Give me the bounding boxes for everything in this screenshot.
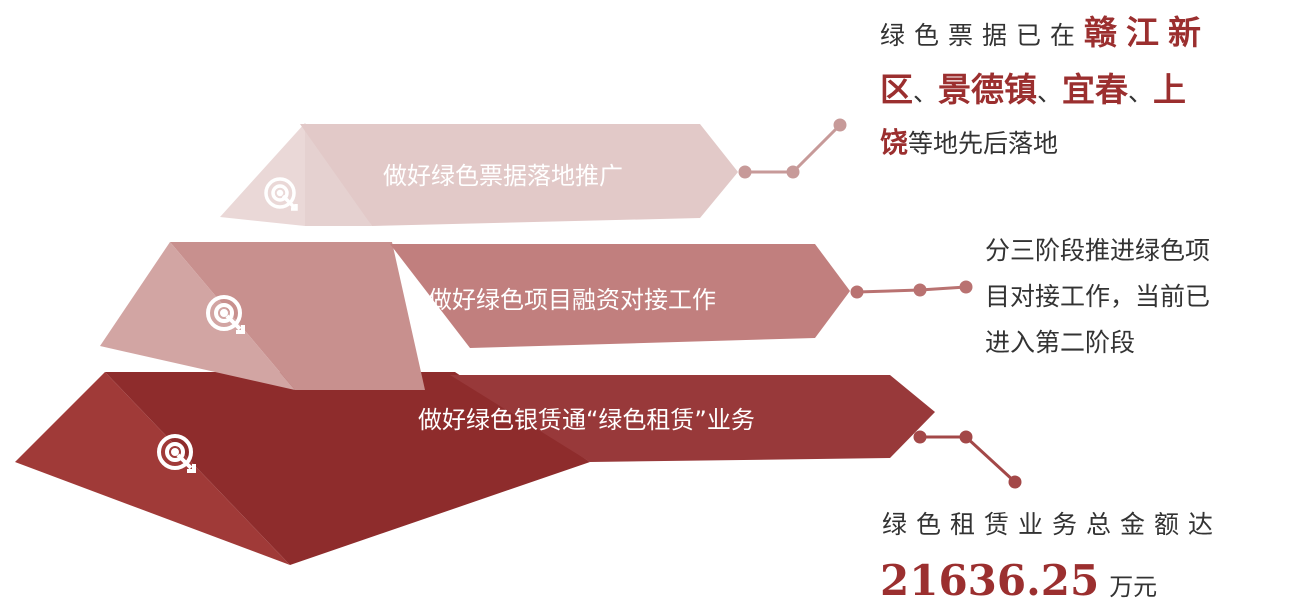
tier-top-arrow [300, 124, 738, 226]
amount-unit: 万元 [1109, 573, 1158, 601]
tier-middle [100, 242, 850, 390]
connector-top [738, 118, 847, 179]
tier-bottom [15, 372, 935, 565]
target-icon [264, 177, 298, 211]
tier-bottom-arrow [450, 375, 935, 462]
note-top-line3: 饶等地先后落地 [880, 126, 1059, 159]
tier-top [220, 123, 738, 226]
note-middle: 分三阶段推进绿色项 目对接工作，当前已 进入第二阶段 [985, 228, 1210, 366]
tier-bottom-front-face [105, 372, 590, 565]
tier-middle-label: 做好绿色项目融资对接工作 [428, 286, 716, 314]
note-bottom-amount-row: 21636.25 万元 [880, 556, 1157, 605]
note-bottom-line1: 绿色租赁业务总金额达 [882, 510, 1223, 539]
tier-middle-front-face [170, 242, 425, 390]
note-middle-line2: 目对接工作，当前已 [985, 282, 1211, 311]
tier-bottom-left-face [15, 372, 290, 565]
target-icon [157, 434, 196, 473]
note-middle-line1: 分三阶段推进绿色项 [985, 236, 1211, 265]
total-amount: 21636.25 [880, 556, 1100, 605]
note-middle-line3: 进入第二阶段 [985, 328, 1136, 357]
tier-middle-left-face [100, 242, 295, 390]
tier-bottom-label: 做好绿色银赁通“绿色租赁”业务 [418, 406, 755, 434]
tier-top-label: 做好绿色票据落地推广 [383, 162, 623, 190]
tier-middle-arrow [390, 244, 850, 348]
note-top-line2: 区、景德镇、宜春、上 [880, 70, 1187, 109]
note-top: 绿色票据已在赣江新 区、景德镇、宜春、上 饶等地先后落地 [880, 10, 1210, 167]
connector-bottom [913, 430, 1022, 489]
note-top-line1: 绿色票据已在赣江新 [880, 13, 1211, 52]
connector-middle [850, 280, 973, 299]
target-icon [206, 295, 245, 334]
